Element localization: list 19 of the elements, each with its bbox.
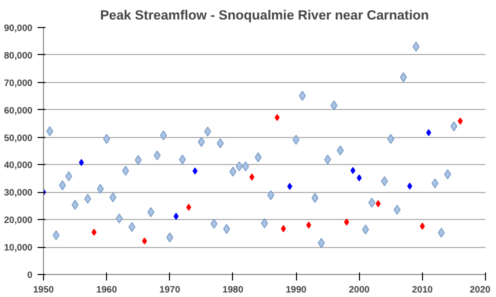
x-tick-label: 1950 xyxy=(33,284,54,294)
x-tick-label: 2010 xyxy=(412,284,433,294)
x-tick-label: 1960 xyxy=(96,284,118,294)
x-tick-label: 2020 xyxy=(470,284,491,294)
x-tick-label: 1970 xyxy=(159,284,180,294)
x-tick-label: 1990 xyxy=(286,284,306,294)
y-tick-label: 90,000 xyxy=(4,23,32,33)
y-tick-label: 0 xyxy=(27,270,33,280)
y-tick-label: 30,000 xyxy=(4,188,32,198)
y-tick-label: 60,000 xyxy=(4,105,32,116)
y-tick-label: 70,000 xyxy=(4,78,32,88)
chart-title: Peak Streamflow - Snoqualmie River near Carnation xyxy=(100,8,429,22)
y-tick-label: 40,000 xyxy=(4,160,32,170)
y-tick-label: 50,000 xyxy=(4,132,32,143)
x-tick-label: 2000 xyxy=(348,284,370,294)
y-tick-label: 80,000 xyxy=(4,50,32,60)
x-tick-label: 1980 xyxy=(222,284,244,294)
y-tick-label: 10,000 xyxy=(4,242,32,253)
y-tick-label: 20,000 xyxy=(4,215,32,226)
